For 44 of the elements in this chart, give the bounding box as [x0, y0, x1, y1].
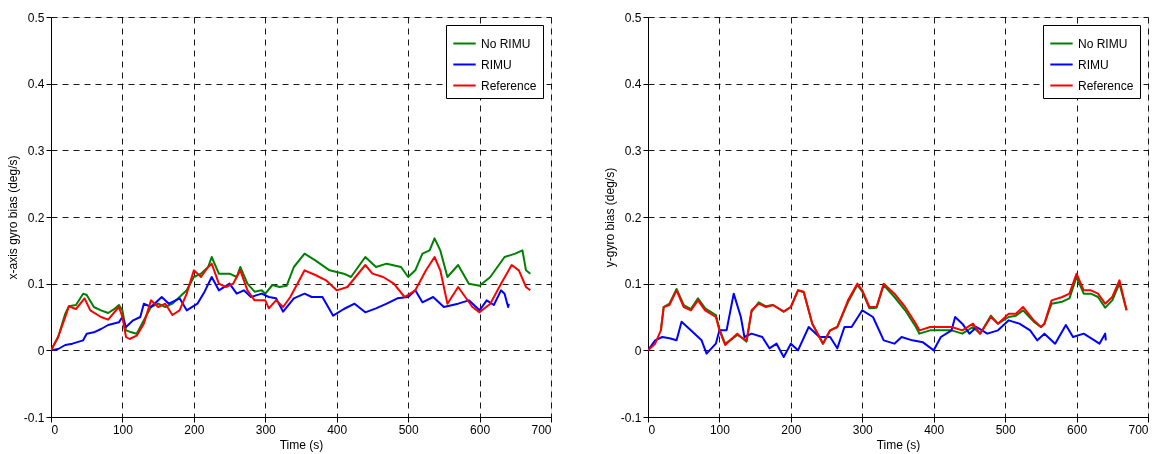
y-axis-title: y-gyro bias (deg/s): [602, 167, 617, 268]
y-tick-label: -0.1: [620, 410, 642, 425]
x-tick-label: 200: [781, 422, 802, 437]
x-axis-title: Time (s): [279, 437, 324, 452]
legend-label: Reference: [1078, 78, 1134, 93]
legend-label: No RIMU: [1078, 36, 1128, 51]
y-tick-label: 0.5: [624, 10, 642, 25]
y-tick-label: 0.2: [27, 210, 45, 225]
y-tick-label: 0.3: [624, 143, 642, 158]
legend-label: RIMU: [481, 57, 512, 72]
y-tick-label: -0.1: [23, 410, 45, 425]
x-tick-label: 400: [327, 422, 348, 437]
y-tick-label: 0.2: [624, 210, 642, 225]
x-tick-label: 0: [51, 422, 59, 437]
y-tick-label: 0.4: [27, 77, 45, 92]
x-tick-label: 200: [184, 422, 205, 437]
line-series: [51, 256, 532, 352]
line-series: [648, 272, 1128, 352]
x-tick-label: 100: [709, 422, 731, 437]
x-tick-label: 0: [648, 422, 656, 437]
legend-label: RIMU: [1078, 57, 1109, 72]
y-tick-label: 0.1: [27, 277, 45, 292]
line-series: [648, 292, 1107, 358]
y-axis-title: x-axis gyro bias (deg/s): [5, 155, 20, 280]
x-tick-label: 500: [995, 422, 1016, 437]
x-tick-label: 700: [531, 422, 552, 437]
x-tick-label: 300: [852, 422, 874, 437]
y-tick-label: 0: [37, 343, 45, 358]
x-tick-label: 600: [470, 422, 491, 437]
x-tick-label: 100: [112, 422, 134, 437]
y-tick-label: 0.3: [27, 143, 45, 158]
x-tick-label: 600: [1067, 422, 1088, 437]
x-tick-label: 700: [1128, 422, 1149, 437]
y-tick-label: 0.4: [624, 77, 642, 92]
y-tick-label: 0: [634, 343, 642, 358]
legend-label: No RIMU: [481, 36, 531, 51]
legend-label: Reference: [481, 78, 537, 93]
line-series: [51, 276, 510, 352]
y-tick-label: 0.5: [27, 10, 45, 25]
x-tick-label: 400: [924, 422, 945, 437]
x-axis-title: Time (s): [876, 437, 921, 452]
y-tick-label: 0.1: [624, 277, 642, 292]
x-tick-label: 500: [398, 422, 419, 437]
x-tick-label: 300: [255, 422, 277, 437]
